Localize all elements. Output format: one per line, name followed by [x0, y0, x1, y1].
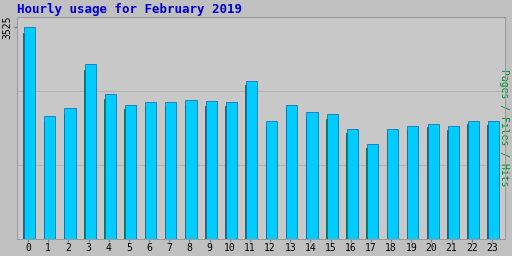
Bar — [125, 105, 136, 239]
Bar — [408, 126, 418, 239]
Bar — [346, 133, 353, 239]
Y-axis label: Pages / Files / Hits: Pages / Files / Hits — [499, 69, 509, 187]
Bar — [124, 109, 132, 239]
Bar — [487, 125, 495, 239]
Bar — [206, 101, 217, 239]
Bar — [24, 27, 35, 239]
Bar — [246, 81, 257, 239]
Bar — [245, 86, 252, 239]
Bar — [205, 106, 212, 239]
Bar — [367, 148, 373, 239]
Bar — [327, 114, 338, 239]
Bar — [427, 127, 434, 239]
Bar — [488, 121, 499, 239]
Bar — [64, 114, 71, 239]
Bar — [24, 33, 31, 239]
Bar — [165, 106, 172, 239]
Bar — [84, 70, 91, 239]
Bar — [468, 121, 479, 239]
Bar — [286, 105, 297, 239]
Bar — [145, 102, 156, 239]
Bar — [185, 105, 192, 239]
Bar — [387, 129, 398, 239]
Bar — [367, 144, 378, 239]
Bar — [44, 121, 51, 239]
Bar — [226, 102, 237, 239]
Bar — [65, 108, 76, 239]
Bar — [185, 100, 197, 239]
Bar — [286, 109, 293, 239]
Bar — [165, 102, 177, 239]
Bar — [266, 126, 272, 239]
Bar — [447, 130, 454, 239]
Bar — [44, 116, 55, 239]
Bar — [447, 126, 459, 239]
Text: Hourly usage for February 2019: Hourly usage for February 2019 — [17, 3, 242, 16]
Bar — [428, 124, 439, 239]
Bar — [387, 133, 394, 239]
Bar — [347, 129, 358, 239]
Bar — [84, 64, 96, 239]
Bar — [104, 99, 111, 239]
Bar — [144, 106, 152, 239]
Bar — [225, 106, 232, 239]
Bar — [326, 119, 333, 239]
Bar — [307, 112, 317, 239]
Bar — [407, 130, 414, 239]
Bar — [467, 124, 474, 239]
Bar — [105, 94, 116, 239]
Bar — [306, 117, 313, 239]
Bar — [266, 121, 277, 239]
